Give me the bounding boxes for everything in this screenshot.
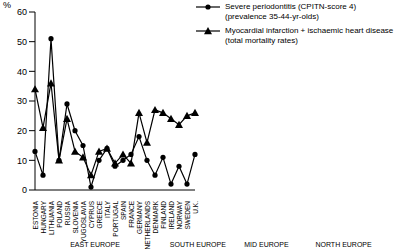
svg-text:FINLAND: FINLAND (160, 201, 167, 229)
svg-text:YUGOSLAVIA: YUGOSLAVIA (80, 200, 87, 242)
svg-text:ESTONIA: ESTONIA (32, 200, 39, 229)
svg-text:0: 0 (22, 185, 27, 195)
svg-text:60: 60 (17, 7, 27, 17)
svg-text:CYPRUS: CYPRUS (88, 200, 95, 228)
svg-text:U.K.: U.K. (192, 201, 199, 214)
svg-text:SPAIN: SPAIN (120, 201, 127, 220)
svg-text:RUSSIA: RUSSIA (64, 200, 71, 225)
svg-text:HUNGARY: HUNGARY (40, 200, 47, 233)
svg-text:20: 20 (17, 126, 27, 136)
svg-text:PORTUGAL: PORTUGAL (112, 201, 119, 237)
html-text:MID EUROPE: MID EUROPE (244, 241, 289, 248)
svg-text:50: 50 (17, 37, 27, 47)
html-text:SOUTH EUROPE: SOUTH EUROPE (169, 241, 226, 248)
html-text:EAST EUROPE: EAST EUROPE (70, 241, 120, 248)
html-text:Myocardial infarction + ischae: Myocardial infarction + ischaemic heart … (225, 26, 394, 45)
svg-text:SLOVENIA: SLOVENIA (72, 200, 79, 233)
svg-text:40: 40 (17, 67, 27, 77)
svg-text:GERMANY: GERMANY (136, 200, 143, 234)
html-text:Severe periodontitis (CPITN-sc: Severe periodontitis (CPITN-score 4) (pr… (225, 2, 357, 21)
svg-text:DENMARK: DENMARK (152, 200, 159, 233)
svg-text:30: 30 (17, 96, 27, 106)
svg-text:GREECE: GREECE (96, 200, 103, 228)
html-text:NORTH EUROPE: NORTH EUROPE (315, 241, 372, 248)
svg-text:POLAND: POLAND (56, 201, 63, 228)
svg-text:ITALY: ITALY (104, 200, 111, 218)
svg-text:LITHUANIA: LITHUANIA (48, 200, 55, 235)
svg-text:10: 10 (17, 156, 27, 166)
svg-text:IRELAND: IRELAND (168, 201, 175, 229)
svg-text:NORWAY: NORWAY (176, 200, 183, 229)
svg-text:NETHERLANDS: NETHERLANDS (144, 200, 151, 249)
svg-text:SWEDEN: SWEDEN (184, 201, 191, 230)
svg-text:FRANCE: FRANCE (128, 200, 135, 227)
